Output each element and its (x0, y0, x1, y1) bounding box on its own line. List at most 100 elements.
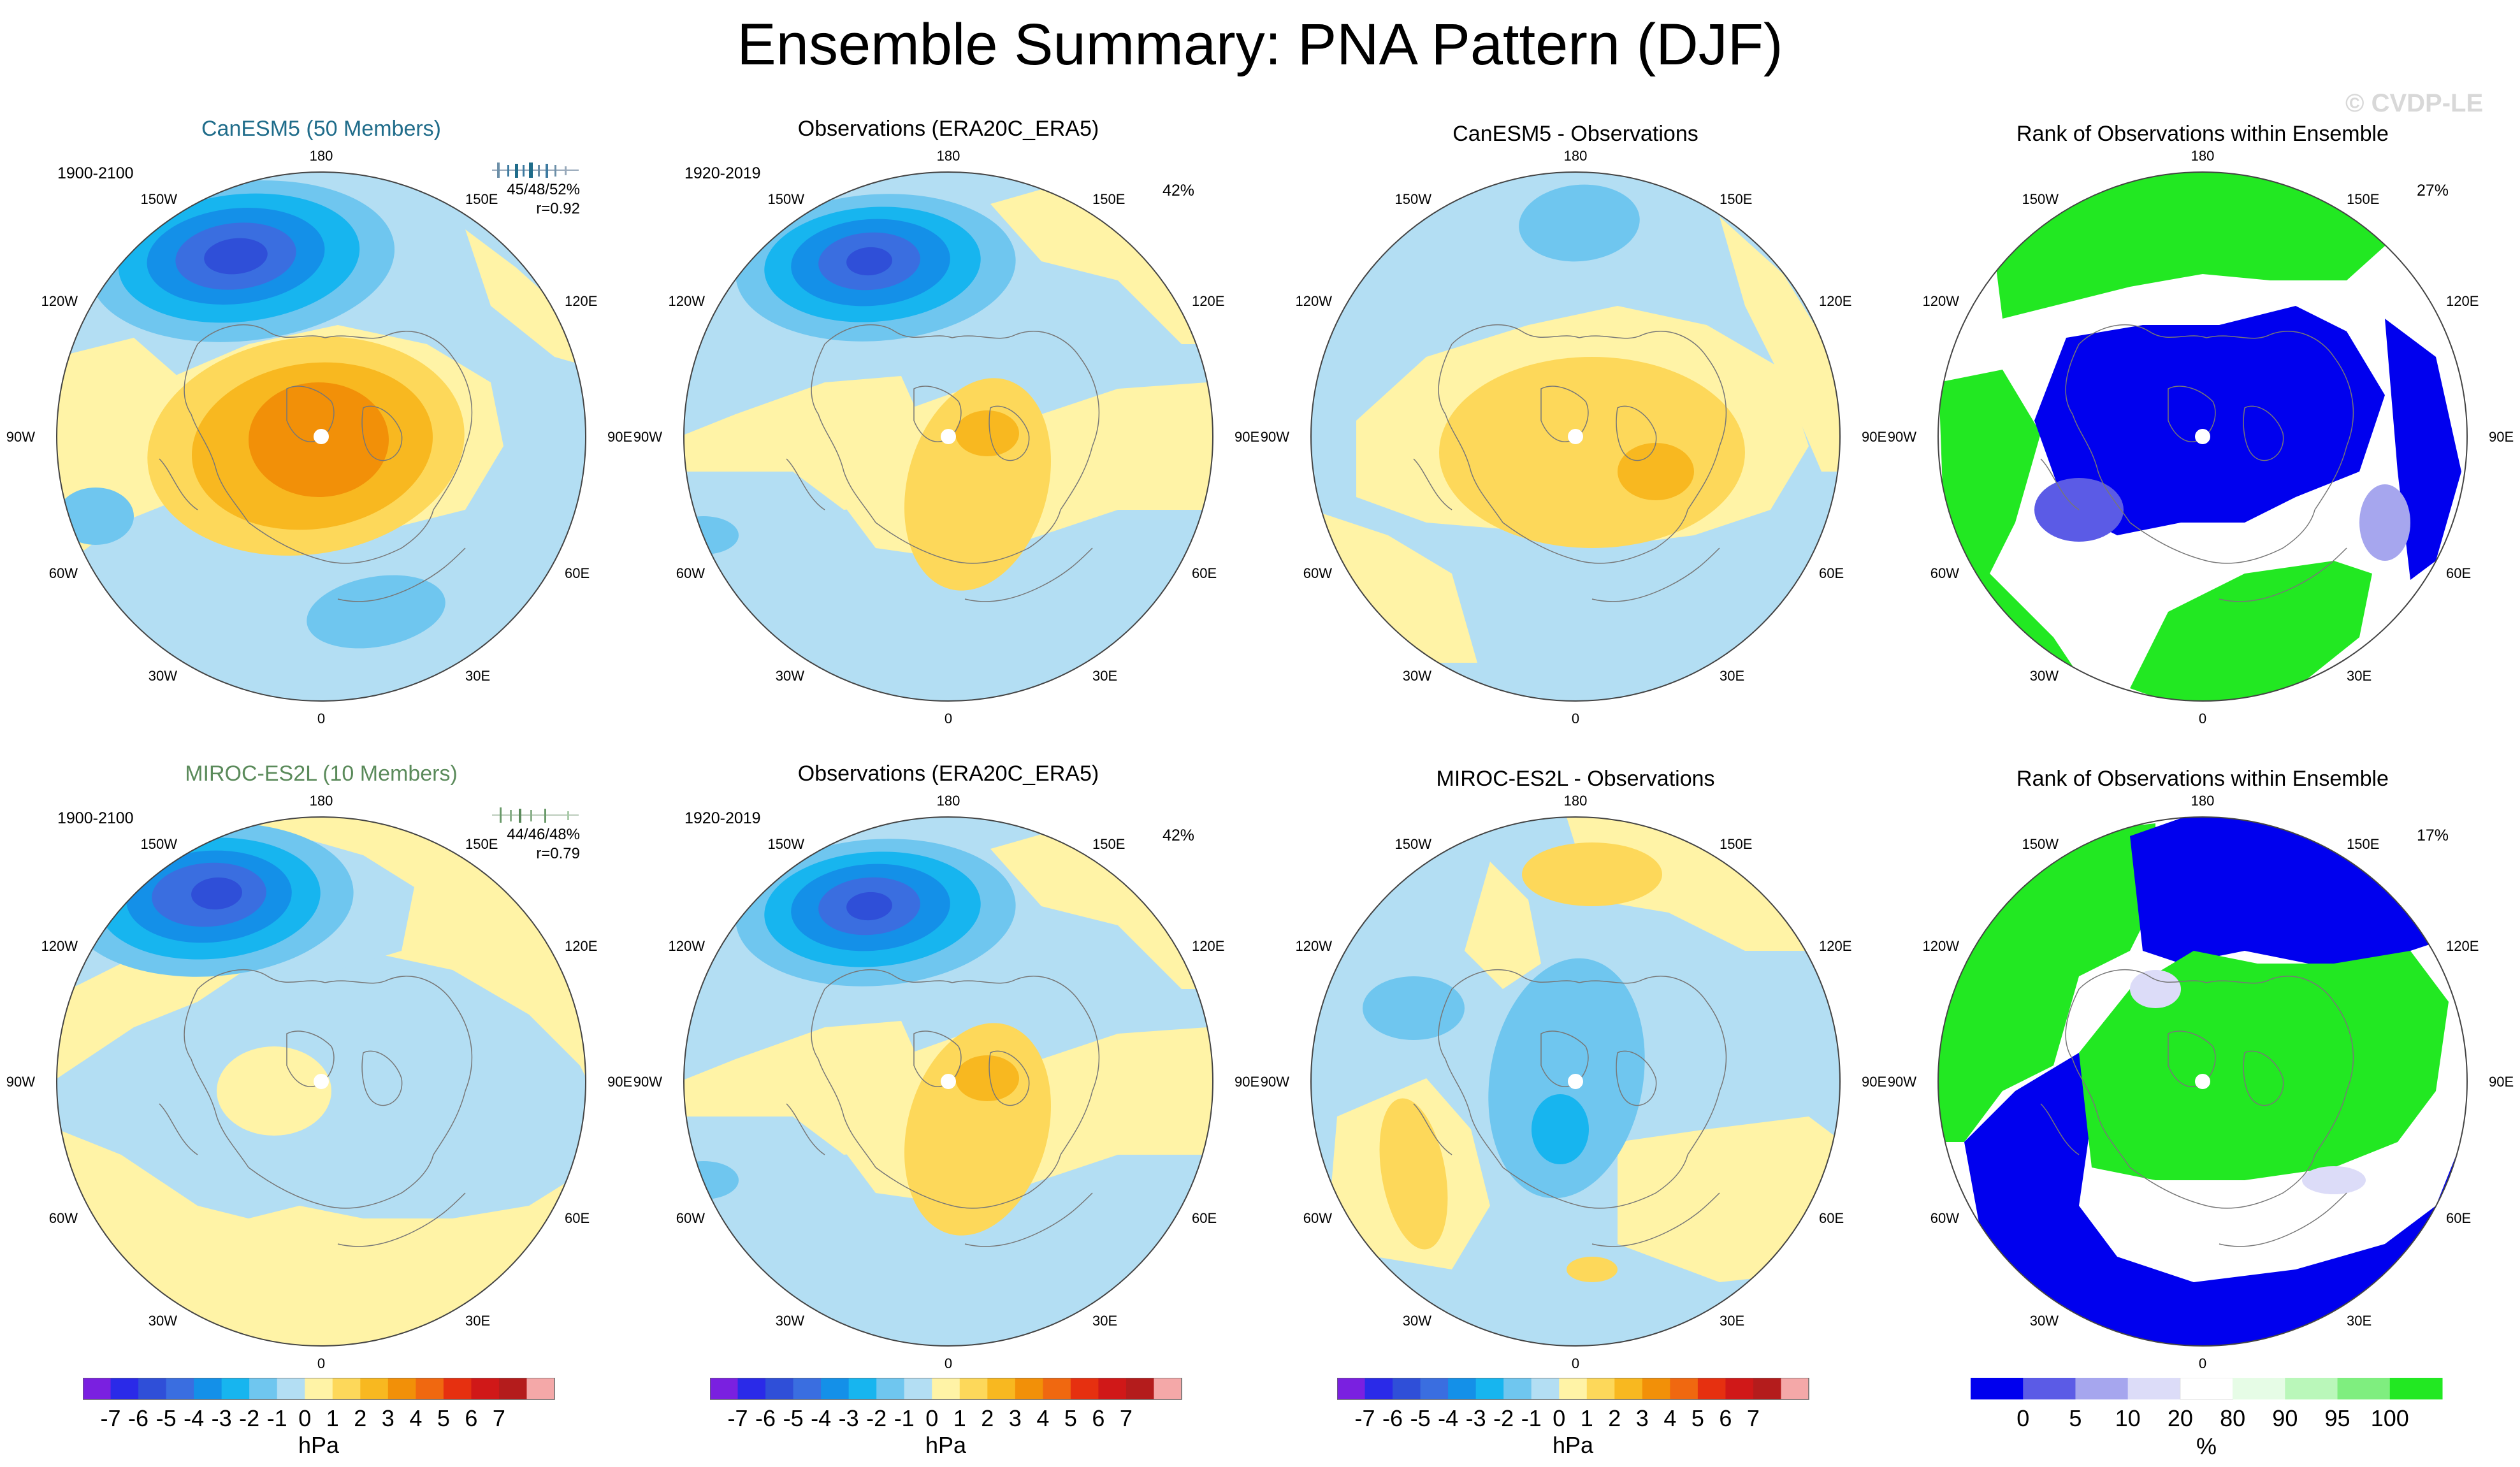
colorbar-swatch (1586, 1378, 1615, 1399)
longitude-label: 120W (41, 293, 78, 309)
coastlines (2040, 324, 2354, 602)
rank-region-high (2130, 561, 2372, 701)
coastline-segment (1451, 969, 1707, 1002)
coastline-segment (2243, 1050, 2284, 1106)
colorbar-tick-label: 4 (409, 1405, 422, 1431)
colorbar-tick-label: -5 (156, 1405, 177, 1431)
colorbar-tick-label: -7 (1355, 1405, 1375, 1431)
colorbar-tick-label: -5 (783, 1405, 804, 1431)
rank-region-low (2034, 306, 2385, 535)
longitude-label: 0 (317, 711, 325, 726)
colorbar-swatch (2233, 1378, 2285, 1399)
coastline-segment (1616, 1050, 1657, 1106)
positive-anomaly-region (1720, 217, 1840, 472)
longitude-label: 150W (141, 191, 178, 207)
rank-region-low (1964, 1053, 2467, 1346)
colorbar-rank: 0 5 10 20 80 90 95 100% (1971, 1378, 2443, 1459)
longitude-label: 150W (2022, 836, 2059, 852)
colorbar-swatch (1725, 1378, 1754, 1399)
colorbar-tick-label: -1 (894, 1405, 915, 1431)
coastline-segment (1413, 1103, 1452, 1155)
colorbar-frame (83, 1378, 555, 1400)
colorbar-tick-label: 90 (2272, 1405, 2298, 1431)
colorbar-tick-label: 1 (953, 1405, 966, 1431)
colorbar-swatch (2337, 1378, 2391, 1399)
longitude-label: 60E (1192, 565, 1217, 581)
colorbar-swatch (277, 1378, 305, 1399)
panel-observations-pattern: Observations (ERA20C_ERA5) 1920-2019 42%… (634, 760, 1263, 1403)
longitude-label: 30W (1403, 668, 1431, 684)
rank-percent: 17% (2417, 827, 2449, 844)
colorbar-swatch (360, 1378, 389, 1399)
longitude-label: 150W (141, 836, 178, 852)
colorbar-swatch (1781, 1378, 1809, 1399)
coastline-segment (2065, 988, 2131, 1168)
member-spread-mini-chart (492, 807, 579, 823)
colorbar-tick-label: 6 (1719, 1405, 1732, 1431)
positive-anomaly-contour (1379, 1098, 1448, 1250)
member-spread-ticks (453, 161, 580, 180)
colorbar-tick-label: 100 (2371, 1405, 2409, 1431)
longitude-label: 60E (1819, 1210, 1844, 1226)
map-boundary (1937, 816, 2468, 1347)
colorbar-tick-label: 7 (493, 1405, 505, 1431)
polar-map: 180 0 90W 90E 150W 150E 120W 120E 60W 60E 30W 30E (1261, 148, 1886, 726)
colorbar-tick-label: -5 (1410, 1405, 1431, 1431)
longitude-label: 30E (1092, 668, 1117, 684)
coastline-segment (197, 969, 453, 1002)
colorbar-swatch (765, 1378, 794, 1399)
longitude-label: 90W (1888, 1074, 1916, 1090)
colorbar-swatch (166, 1378, 194, 1399)
field-layer (684, 823, 1213, 1346)
longitude-label: 30W (148, 1313, 177, 1329)
colorbar-swatch (1697, 1378, 1726, 1399)
longitude-label: 90W (6, 429, 35, 445)
polar-map: 180 0 90W 90E 150W 150E 120W 120E 60W 60E 30W 30E (1888, 793, 2514, 1371)
colorbar-swatch (1531, 1378, 1560, 1399)
figure-title: Ensemble Summary: PNA Pattern (DJF) (737, 12, 1783, 77)
map-boundary (683, 816, 1213, 1347)
colorbar-tick-label: 6 (1092, 1405, 1104, 1431)
coastline-segment (361, 405, 403, 461)
coastline-segment (811, 988, 876, 1168)
colorbar-unit: hPa (925, 1432, 967, 1458)
coastline-segment (337, 547, 466, 602)
colorbar-swatch (83, 1378, 112, 1399)
colorbar-swatch (194, 1378, 222, 1399)
longitude-label: 30W (1403, 1313, 1431, 1329)
colorbar-swatch (1642, 1378, 1670, 1399)
longitude-label: 120W (1296, 938, 1333, 954)
longitude-label: 30E (2347, 668, 2372, 684)
coastline-segment (2219, 1192, 2347, 1247)
colorbar-swatch (526, 1378, 555, 1399)
coastline-segment (1502, 1154, 1688, 1209)
colorbar-swatch (1365, 1378, 1393, 1399)
longitude-label: 180 (1564, 148, 1588, 164)
ensemble-stats: 44/46/48% r=0.79 (453, 806, 580, 864)
longitude-label: 0 (945, 711, 952, 726)
pole-marker (941, 429, 956, 444)
coastlines (159, 969, 473, 1247)
colorbar-swatch (904, 1378, 932, 1399)
field-layer (1938, 817, 2467, 1346)
negative-anomaly-contour (204, 238, 268, 275)
longitude-label: 0 (1572, 1355, 1579, 1371)
longitude-label: 120W (1923, 938, 1960, 954)
longitude-label: 60W (1303, 1210, 1332, 1226)
longitude-label: 150W (768, 836, 805, 852)
colorbar-tick-label: -4 (1438, 1405, 1458, 1431)
longitude-label: 30W (2030, 1313, 2059, 1329)
longitude-label: 60W (49, 1210, 78, 1226)
longitude-label: 90E (1235, 1074, 1259, 1090)
coastline-segment (875, 509, 1061, 564)
colorbar-unit: % (2196, 1433, 2217, 1459)
colorbar-swatch (1154, 1378, 1182, 1399)
negative-anomaly-region (57, 951, 586, 1218)
longitude-label: 150E (1092, 836, 1125, 852)
coastlines (2040, 969, 2354, 1247)
colorbar-tick-label: -7 (101, 1405, 121, 1431)
colorbar-swatch (1670, 1378, 1698, 1399)
rank-region-mid (2130, 970, 2181, 1008)
colorbar-tick-label: -2 (239, 1405, 259, 1431)
pole-marker (314, 429, 329, 444)
